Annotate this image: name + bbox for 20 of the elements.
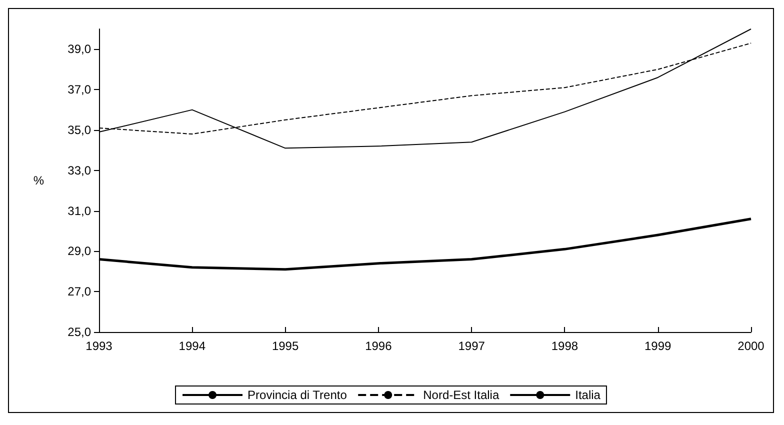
y-tick-label: 31,0 — [68, 204, 92, 218]
y-tick-label: 39,0 — [68, 42, 92, 56]
y-tick-label: 29,0 — [68, 244, 92, 258]
y-tick-label: 35,0 — [68, 123, 92, 137]
y-tick-label: 37,0 — [68, 82, 92, 97]
legend-label: Nord-Est Italia — [423, 388, 500, 402]
x-tick-label: 1998 — [551, 339, 578, 353]
x-tick-label: 1994 — [178, 339, 206, 353]
legend-label: Provincia di Trento — [248, 388, 348, 402]
y-axis-title: % — [33, 174, 44, 188]
x-tick-label: 1996 — [365, 339, 392, 353]
y-tick-label: 25,0 — [68, 325, 92, 339]
y-tick-label: 27,0 — [68, 284, 92, 299]
x-tick-label: 1995 — [272, 339, 299, 353]
legend-label: Italia — [575, 388, 601, 402]
x-tick-label: 1999 — [644, 339, 672, 353]
x-tick-label: 2000 — [738, 339, 765, 353]
x-tick-label: 1993 — [86, 339, 113, 353]
y-tick-label: 33,0 — [68, 163, 92, 178]
x-tick-label: 1997 — [458, 339, 486, 353]
